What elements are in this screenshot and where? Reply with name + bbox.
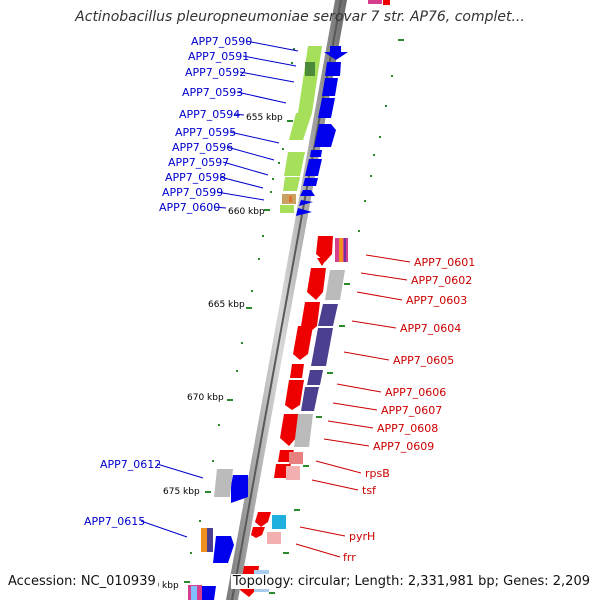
forward-gene-labels: APP7_0590 APP7_0591 APP7_0592 APP7_0593 … (84, 35, 252, 528)
scale-track-outer (269, 39, 404, 594)
gene-label-app7-0605[interactable]: APP7_0605 (393, 354, 454, 367)
gene-arrow-0592[interactable] (322, 78, 338, 96)
forward-gene-leaders (140, 40, 299, 538)
gene-label-app7-0593[interactable]: APP7_0593 (182, 86, 243, 99)
scale-track-inner (184, 48, 295, 583)
gene-arrow-0600[interactable] (296, 208, 312, 216)
gene-label-rpsB[interactable]: rpsB (365, 467, 390, 480)
ruler-label-660: 660 kbp (228, 207, 265, 217)
gene-label-frr[interactable]: frr (343, 551, 356, 564)
accession-text: Accession: NC_010939 (8, 574, 158, 589)
reverse-gene-leaders (295, 254, 411, 558)
gene-fragment-top (368, 0, 382, 4)
gene-arrow-0606[interactable] (285, 380, 304, 410)
gene-label-app7-0590[interactable]: APP7_0590 (191, 35, 252, 48)
gene-label-app7-0600[interactable]: APP7_0600 (159, 201, 220, 214)
gene-label-pyrH[interactable]: pyrH (349, 530, 375, 543)
ruler-label-680: 680 kbp (142, 581, 179, 591)
gene-arrow-0603[interactable] (301, 302, 320, 332)
gene-arrow-0596[interactable] (305, 159, 322, 176)
map-title: Actinobacillus pleuropneumoniae serovar … (75, 9, 525, 25)
gene-label-app7-0615[interactable]: APP7_0615 (84, 515, 145, 528)
gene-label-app7-0599[interactable]: APP7_0599 (162, 186, 223, 199)
gc-content-track (280, 46, 322, 213)
gene-arrow-0598[interactable] (300, 190, 315, 196)
gene-label-app7-0592[interactable]: APP7_0592 (185, 66, 246, 79)
gene-label-app7-0603[interactable]: APP7_0603 (406, 294, 467, 307)
gene-label-app7-0596[interactable]: APP7_0596 (172, 141, 233, 154)
gene-arrow-0593[interactable] (318, 98, 335, 118)
gene-label-app7-0591[interactable]: APP7_0591 (188, 50, 249, 63)
gene-arrow-0591[interactable] (325, 62, 341, 76)
ruler-label-670: 670 kbp (187, 393, 224, 403)
gene-arrow-0602[interactable] (307, 268, 326, 300)
gene-label-app7-0597[interactable]: APP7_0597 (168, 156, 229, 169)
gene-arrow-0612[interactable] (231, 475, 248, 503)
gene-label-app7-0594[interactable]: APP7_0594 (179, 108, 240, 121)
ruler-label-655: 655 kbp (246, 113, 283, 123)
gene-label-app7-0598[interactable]: APP7_0598 (165, 171, 226, 184)
gene-arrow-0595[interactable] (310, 150, 322, 157)
gene-label-app7-0607[interactable]: APP7_0607 (381, 404, 442, 417)
gene-arrow-0604[interactable] (293, 326, 313, 360)
reverse-gene-labels: APP7_0601 APP7_0602 APP7_0603 APP7_0604 … (343, 256, 475, 564)
ruler-label-675: 675 kbp (163, 487, 200, 497)
gene-arrow-0605[interactable] (290, 364, 304, 378)
gene-arrow-0601b[interactable] (317, 258, 327, 266)
ruler-labels: 655 kbp 660 kbp 665 kbp 670 kbp 675 kbp … (142, 113, 283, 591)
gene-label-app7-0609[interactable]: APP7_0609 (373, 440, 434, 453)
gene-arrow-frr[interactable] (251, 527, 265, 538)
gene-label-app7-0608[interactable]: APP7_0608 (377, 422, 438, 435)
gene-arrow-0599[interactable] (299, 200, 313, 206)
gene-label-app7-0602[interactable]: APP7_0602 (411, 274, 472, 287)
gene-label-app7-0595[interactable]: APP7_0595 (175, 126, 236, 139)
gene-arrow-0607[interactable] (280, 414, 299, 446)
gene-label-app7-0601[interactable]: APP7_0601 (414, 256, 475, 269)
gene-label-app7-0604[interactable]: APP7_0604 (400, 322, 461, 335)
gene-arrow-0597[interactable] (303, 178, 318, 186)
gene-label-app7-0606[interactable]: APP7_0606 (385, 386, 446, 399)
gene-arrow-0618[interactable] (199, 586, 216, 600)
gene-arrow-0590[interactable] (324, 46, 348, 60)
forward-strand-genes (199, 46, 348, 600)
gene-arrow-0594[interactable] (314, 124, 336, 147)
footer-bar: Accession: NC_010939 Topology: circular;… (0, 574, 600, 594)
gene-fragment-top-red (383, 0, 390, 5)
gene-arrow-0601[interactable] (316, 236, 333, 262)
gene-label-app7-0612[interactable]: APP7_0612 (100, 458, 161, 471)
topology-info-text: Topology: circular; Length: 2,331,981 bp… (230, 574, 590, 589)
gene-arrow-0615[interactable] (213, 536, 234, 563)
ruler-label-665: 665 kbp (208, 300, 245, 310)
gene-arrow-pyrH[interactable] (255, 512, 271, 527)
gene-label-tsf[interactable]: tsf (362, 484, 377, 497)
